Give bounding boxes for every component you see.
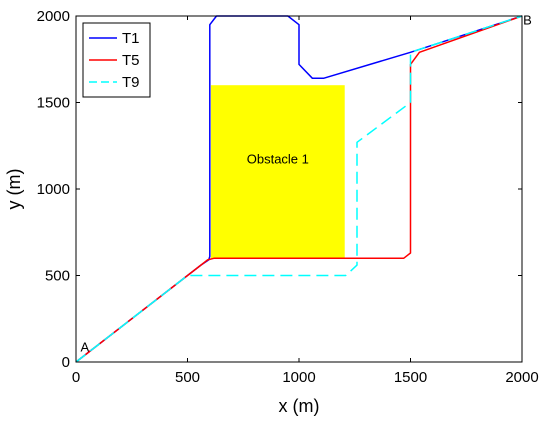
legend-label-t5: T5 [122, 52, 140, 69]
obstacle-rect [210, 85, 345, 259]
series-line-t5 [75, 15, 523, 363]
y-tick-label: 0 [62, 354, 70, 371]
y-tick-label: 1000 [37, 181, 70, 198]
x-tick-label: 1500 [394, 369, 427, 386]
point-label-b: B [523, 13, 532, 28]
legend-label-t1: T1 [122, 30, 140, 47]
x-tick-label: 500 [175, 369, 200, 386]
y-axis-label: y (m) [4, 169, 24, 210]
x-tick-label: 1000 [282, 369, 315, 386]
obstacle-label: Obstacle 1 [247, 152, 309, 167]
x-tick-label: 0 [72, 369, 80, 386]
y-tick-label: 2000 [37, 8, 70, 25]
x-tick-label: 2000 [505, 369, 538, 386]
series-line-t9 [75, 15, 523, 363]
x-axis-label: x (m) [279, 396, 320, 416]
y-tick-label: 500 [45, 268, 70, 285]
legend-label-t9: T9 [122, 74, 140, 91]
point-label-a: A [80, 340, 89, 355]
y-tick-label: 1500 [37, 95, 70, 112]
